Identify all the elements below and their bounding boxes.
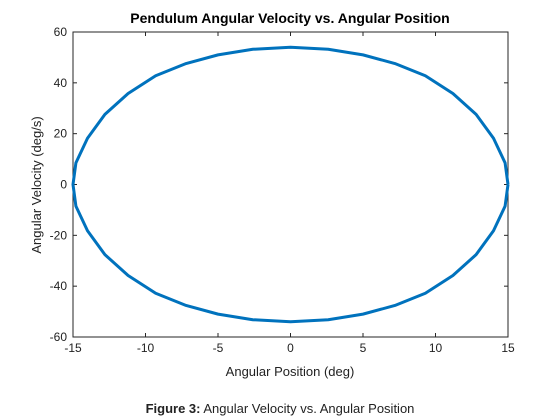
x-tick-label: -15 [64,341,82,355]
figure-caption: Figure 3: Angular Velocity vs. Angular P… [0,401,560,416]
caption-label: Figure 3: [145,401,201,416]
x-axis-label: Angular Position (deg) [226,364,355,379]
series-line [71,45,510,324]
x-tick-label: -10 [137,341,155,355]
x-tick-label: 5 [360,341,367,355]
y-tick-label: -20 [50,228,68,242]
plot-area [72,31,509,338]
y-tick-label: 40 [54,76,68,90]
axis-ticks [72,31,509,338]
x-tick-label: 10 [429,341,443,355]
y-tick-label: 60 [54,25,68,39]
y-tick-label: -60 [50,330,68,344]
chart-title: Pendulum Angular Velocity vs. Angular Po… [130,10,449,26]
x-tick-label: -5 [213,341,224,355]
caption-text: Angular Velocity vs. Angular Position [203,401,415,416]
x-tick-label: 15 [501,341,515,355]
x-tick-label: 0 [287,341,294,355]
y-tick-label: 0 [60,178,67,192]
y-tick-label: 20 [54,127,68,141]
y-tick-label: -40 [50,279,68,293]
tick-labels: -15 -10 -5 0 5 10 15 -60 -40 -20 0 20 40 60 [50,25,515,355]
y-axis-label: Angular Velocity (deg/s) [29,116,44,253]
